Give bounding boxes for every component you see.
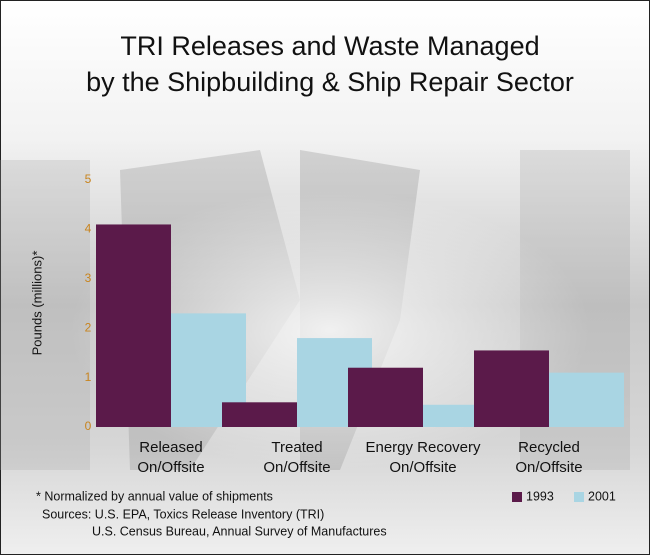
legend-label: 2001: [588, 489, 616, 503]
chart: TRI Releases and Waste Managed by the Sh…: [0, 0, 650, 555]
chart-title: TRI Releases and Waste Managed: [120, 31, 539, 61]
bar: [96, 224, 171, 427]
x-tick-label: On/Offsite: [515, 459, 582, 476]
y-tick-label: 1: [85, 370, 92, 384]
y-tick-label: 4: [85, 222, 92, 236]
y-tick-label: 0: [85, 419, 92, 433]
legend-label: 1993: [526, 489, 554, 503]
chart-title: by the Shipbuilding & Ship Repair Sector: [86, 67, 574, 97]
x-tick-label: Energy Recovery: [365, 439, 481, 456]
y-tick-label: 5: [85, 172, 92, 186]
legend-swatch: [574, 492, 584, 502]
bar: [474, 350, 549, 427]
sources: U.S. Census Bureau, Annual Survey of Man…: [92, 524, 387, 538]
x-tick-label: Released: [139, 439, 202, 456]
bar: [348, 368, 423, 427]
y-axis-label: Pounds (millions)*: [29, 251, 44, 356]
x-tick-label: On/Offsite: [263, 459, 330, 476]
x-tick-label: On/Offsite: [389, 459, 456, 476]
x-tick-label: Recycled: [518, 439, 580, 456]
y-tick-label: 3: [85, 271, 92, 285]
sources: Sources: U.S. EPA, Toxics Release Invent…: [42, 507, 324, 521]
y-tick-label: 2: [85, 320, 92, 334]
x-tick-label: On/Offsite: [137, 459, 204, 476]
bar: [222, 402, 297, 427]
x-tick-label: Treated: [271, 439, 322, 456]
legend-swatch: [512, 492, 522, 502]
footnote: * Normalized by annual value of shipment…: [36, 489, 273, 503]
bar: [549, 373, 624, 427]
